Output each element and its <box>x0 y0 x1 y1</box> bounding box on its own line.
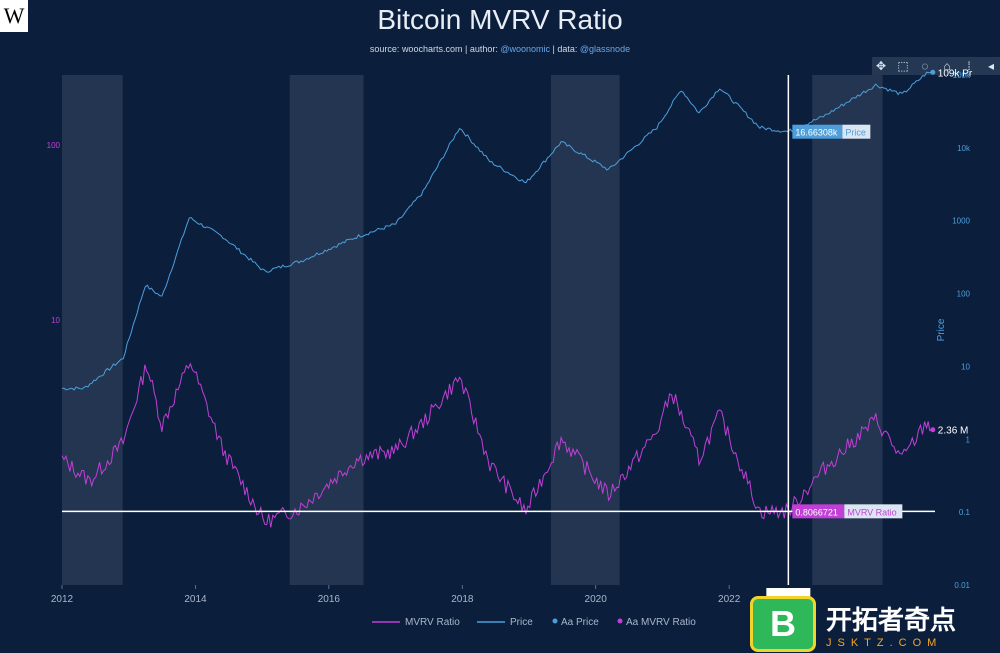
series-end-marker <box>930 69 936 75</box>
data-link[interactable]: @glassnode <box>579 44 631 54</box>
legend-label: MVRV Ratio <box>405 617 460 628</box>
axes: 2012 2014 2016 2018 2020 20220.010.1110100100… <box>47 71 971 605</box>
source-prefix: source: <box>369 44 400 54</box>
home-icon[interactable]: ⌂ <box>943 59 951 73</box>
watermark: B 开拓者奇点 JSKTZ.COM <box>750 595 1000 653</box>
price-hover-value: 16.66308k <box>795 128 838 138</box>
move-icon[interactable]: ✥ <box>875 59 887 73</box>
legend-swatch <box>617 618 623 624</box>
mvrv-hover-box <box>792 504 845 519</box>
price-hover-name: Price <box>845 128 866 138</box>
data-prefix: | data: <box>552 44 578 54</box>
price-tick-label: 10k <box>957 144 971 153</box>
x-tick-label: 2014 <box>184 594 207 605</box>
author-prefix: | author: <box>464 44 498 54</box>
watermark-cn: 开拓者奇点 <box>826 604 957 635</box>
legend-item[interactable]: Aa MVRV Ratio <box>617 617 697 628</box>
legend-label: Price <box>510 617 533 628</box>
price-end-label: 109k Pr <box>938 68 973 79</box>
shaded-period-1 <box>289 75 364 585</box>
mvrv-end-label: 2.36 M <box>938 426 969 437</box>
mvrv-hover-value: 0.8066721 <box>795 507 838 517</box>
x-tick-label: 2020 <box>585 594 608 605</box>
price-tick-label: 1 <box>966 435 971 444</box>
price-tick-label: 1000 <box>952 217 970 226</box>
shaded-period-3 <box>812 75 883 585</box>
legend-item[interactable]: Aa Price <box>552 617 600 628</box>
source-text: woocharts.com <box>401 44 463 54</box>
series-end-marker <box>930 427 936 433</box>
watermark-badge: B <box>750 596 816 652</box>
x-tick-label: 2018 <box>451 594 474 605</box>
cycle-shading <box>62 75 883 585</box>
lasso-icon[interactable]: ◌ <box>921 59 929 73</box>
mvrv-tick-label: 10 <box>51 316 60 325</box>
mvrv-tick-label: 100 <box>47 141 61 150</box>
legend-label: Aa Price <box>561 617 599 628</box>
price-tick-label: 0.01 <box>954 581 970 590</box>
legend[interactable]: MVRV Ratio Price Aa Price Aa MVRV Ratio <box>372 617 696 628</box>
price-hover-name-box <box>842 124 871 139</box>
shaded-period-2 <box>550 75 620 585</box>
legend-item[interactable]: MVRV Ratio <box>372 617 460 628</box>
chart-subtitle: source: woocharts.com | author: @woonomi… <box>0 44 1000 54</box>
price-tick-label: 10 <box>961 362 970 371</box>
mvrv-hover-name: MVRV Ratio <box>847 507 896 517</box>
x-tick-label: 2016 <box>318 594 341 605</box>
watermark-en: JSKTZ.COM <box>826 636 943 649</box>
spike-lines-icon[interactable]: ⁞ <box>967 59 971 73</box>
x-tick-label: 2012 <box>51 594 74 605</box>
mvrv-hover-name-box <box>844 504 903 519</box>
chevron-left-icon[interactable]: ◂ <box>987 59 995 73</box>
legend-item[interactable]: Price <box>477 617 533 628</box>
series-line-mvrv-ratio[interactable] <box>61 362 933 528</box>
price-hover-box <box>792 124 843 139</box>
woocharts-logo: W <box>0 0 28 32</box>
x-tick-label: 2022 <box>718 594 741 605</box>
author-link[interactable]: @woonomic <box>500 44 551 54</box>
box-select-icon[interactable]: ⬚ <box>897 59 909 73</box>
price-axis-title: Price <box>936 318 947 341</box>
price-tick-label: 0.1 <box>959 508 971 517</box>
legend-swatch <box>552 618 558 624</box>
series-line-price[interactable] <box>61 71 934 391</box>
price-tick-label: 100k <box>953 71 971 80</box>
chart-toolbar: ✥ ⬚ ◌ ⌂ ⁞ ◂ <box>872 57 1000 75</box>
shaded-period-0 <box>62 75 123 585</box>
legend-label: Aa MVRV Ratio <box>626 617 696 628</box>
chart-title: Bitcoin MVRV Ratio <box>377 4 623 35</box>
price-tick-label: 100 <box>957 290 971 299</box>
